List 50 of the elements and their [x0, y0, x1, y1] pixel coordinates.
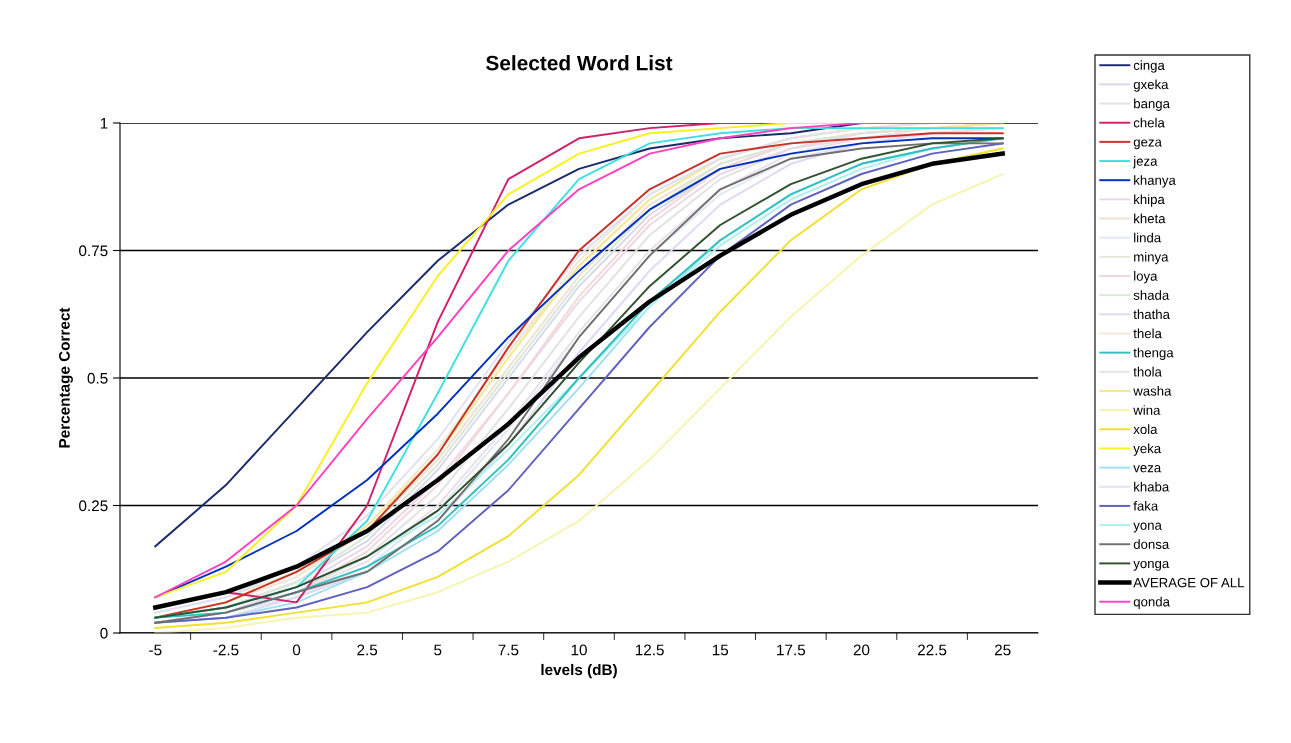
- x-tick-label: -5: [149, 644, 162, 656]
- legend-label: khipa: [1134, 194, 1165, 207]
- x-tick-label: 2.5: [357, 644, 378, 656]
- legend-label: donsa: [1133, 539, 1170, 549]
- x-tick-label: 17.5: [777, 644, 806, 656]
- y-axis-title: Percentage Correct: [59, 307, 73, 448]
- legend-label: faka: [1133, 500, 1159, 511]
- y-tick-label: 0.75: [79, 245, 108, 257]
- x-axis-title: levels (dB): [541, 663, 617, 679]
- y-tick-label: 1: [100, 118, 108, 129]
- legend-label: gxeka: [1133, 79, 1169, 92]
- legend-label: khaba: [1134, 481, 1170, 492]
- x-tick-label: 5: [434, 644, 442, 656]
- legend-label: yona: [1133, 522, 1162, 533]
- legend-label: wina: [1133, 405, 1161, 415]
- legend-label: khanya: [1134, 175, 1176, 188]
- chart-title: Selected Word List: [486, 55, 673, 71]
- x-tick-label: 10: [571, 644, 587, 656]
- legend-label: washa: [1133, 386, 1172, 396]
- legend-label: veza: [1133, 465, 1162, 473]
- y-tick-label: 0.25: [79, 500, 108, 512]
- x-tick-label: 15: [712, 644, 729, 656]
- legend-label: jeza: [1132, 156, 1158, 169]
- x-tick-label: 20: [853, 644, 870, 656]
- x-tick-label: 25: [994, 644, 1011, 656]
- legend-label: AVERAGE OF ALL: [1133, 577, 1245, 588]
- y-tick-label: 0.5: [87, 372, 108, 384]
- x-tick-label: -2.5: [213, 644, 239, 656]
- legend-label: thela: [1133, 328, 1162, 339]
- x-tick-label: 7.5: [498, 644, 519, 656]
- legend-label: yonga: [1133, 560, 1170, 571]
- legend-label: chela: [1133, 117, 1165, 128]
- legend-label: thola: [1133, 366, 1162, 377]
- legend-label: thenga: [1133, 347, 1174, 360]
- legend-label: thatha: [1133, 309, 1170, 320]
- legend-label: linda: [1134, 232, 1162, 243]
- legend-label: qonda: [1133, 596, 1170, 610]
- x-tick-label: 0: [292, 644, 301, 656]
- legend-label: kheta: [1134, 213, 1166, 224]
- y-tick-label: 0: [100, 627, 108, 639]
- legend-label: banga: [1134, 98, 1170, 111]
- legend-label: loya: [1134, 271, 1158, 284]
- legend-label: yeka: [1133, 443, 1162, 456]
- x-tick-label: 22.5: [917, 644, 947, 656]
- legend-label: minya: [1134, 251, 1169, 265]
- legend-label: shada: [1133, 290, 1170, 300]
- legend-label: xola: [1133, 424, 1158, 435]
- legend-label: geza: [1133, 139, 1162, 150]
- x-tick-label: 12.5: [635, 644, 664, 656]
- legend-label: cinga: [1133, 60, 1165, 73]
